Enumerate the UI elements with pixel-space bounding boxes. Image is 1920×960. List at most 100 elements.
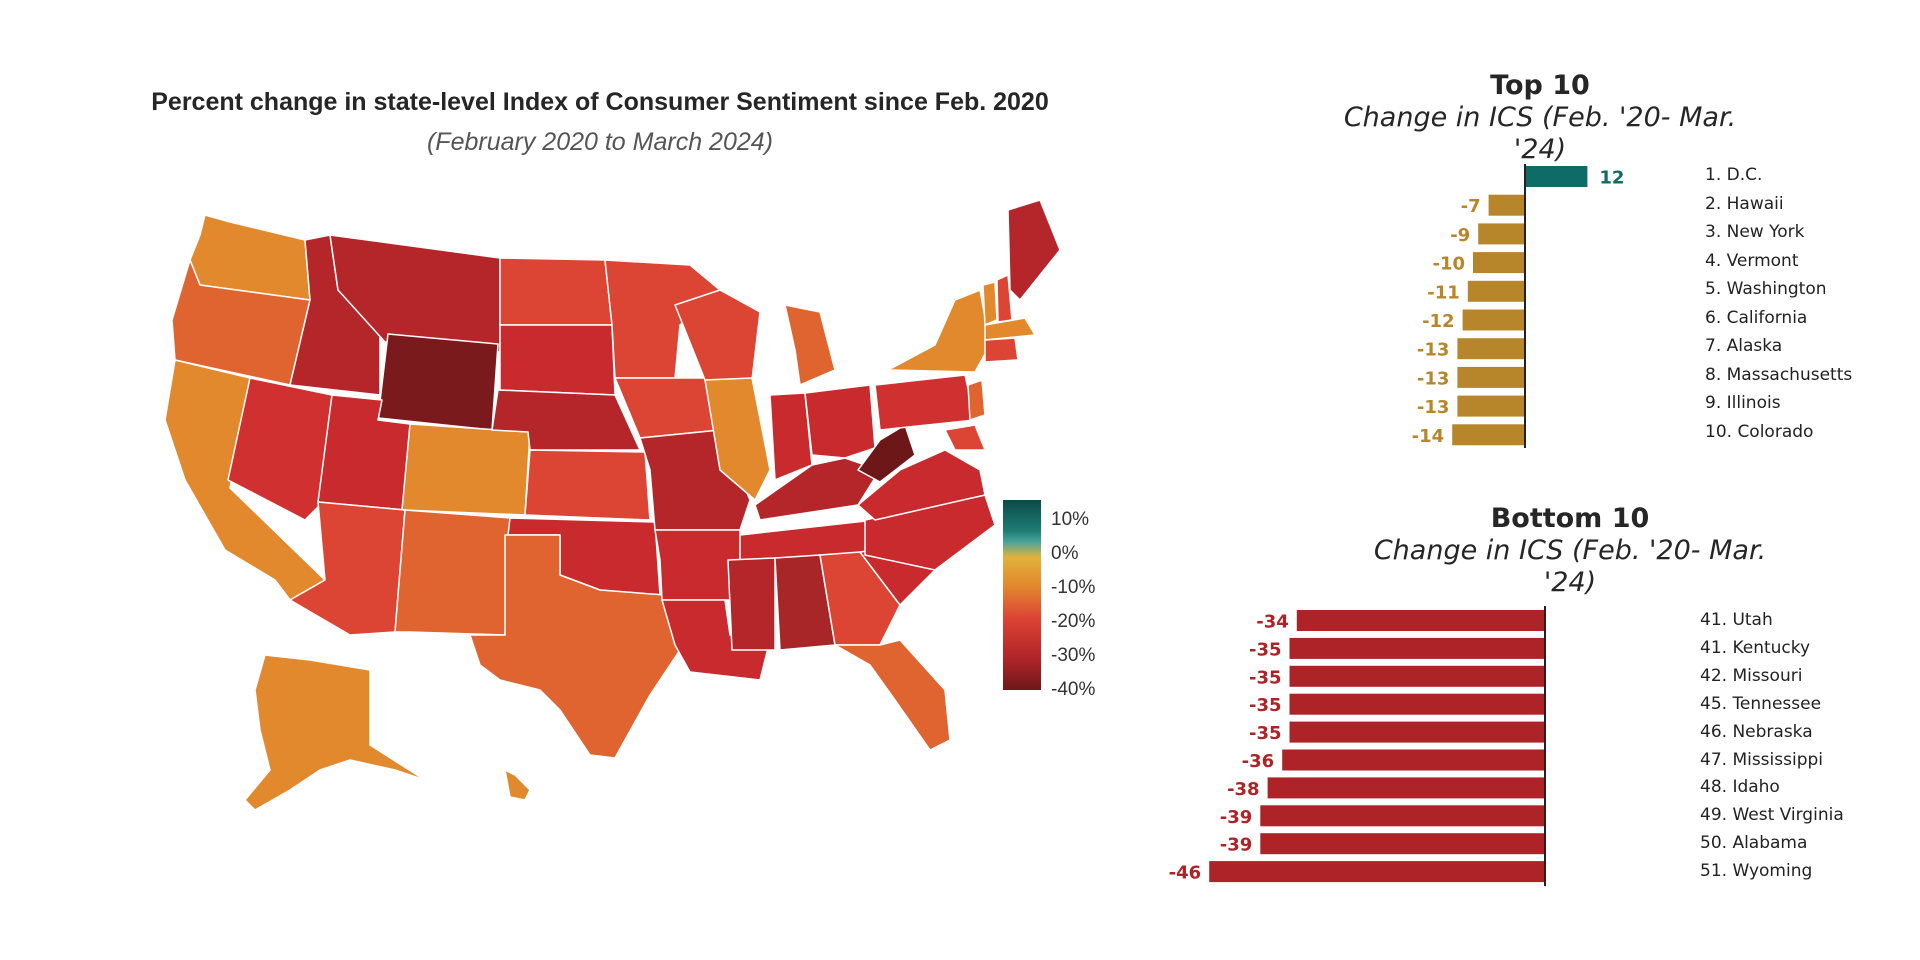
legend-label-0: 0%: [1051, 543, 1079, 564]
top10-bar: [1473, 252, 1525, 274]
legend-label-minus30: -30%: [1051, 645, 1096, 666]
state-indiana: [769, 392, 813, 481]
top10-title: Top 10: [1490, 70, 1590, 101]
map-subtitle: (February 2020 to March 2024): [426, 128, 773, 156]
top10-bar: [1467, 280, 1525, 302]
bottom10-subtitle: Change in ICS (Feb. '20- Mar. '24): [1373, 535, 1767, 598]
top10-rank-item: 8. Massachusetts: [1705, 364, 1853, 385]
state-vermont: [982, 281, 998, 326]
legend-label-minus40: -40%: [1051, 679, 1096, 700]
bottom10-value-label: -39: [1220, 807, 1253, 828]
bottom10-rank-item: 50. Alabama: [1700, 833, 1808, 854]
top10-subtitle: Change in ICS (Feb. '20- Mar. '24): [1343, 102, 1737, 165]
top10-rank-item: 1. D.C.: [1705, 165, 1763, 185]
top10-rank-item: 2. Hawaii: [1705, 193, 1784, 214]
top10-bar: [1525, 166, 1588, 187]
state-maryland: [944, 424, 986, 451]
top10-value-label: -10: [1432, 254, 1465, 275]
state-new-york: [887, 289, 991, 373]
top10-value-label: -14: [1412, 426, 1445, 447]
bottom10-bar: [1289, 665, 1545, 687]
map-panel: Percent change in state-level Index of C…: [151, 88, 1133, 811]
top10-value-label: -9: [1450, 225, 1470, 246]
top10-value-label: 12: [1599, 168, 1624, 189]
state-colorado: [401, 423, 531, 516]
bottom10-bar: [1289, 637, 1545, 659]
state-new-mexico: [394, 509, 511, 636]
bottom10-bar: [1209, 861, 1545, 883]
top10-bar: [1457, 338, 1525, 360]
top10-bar: [1462, 309, 1525, 331]
legend-label-minus20: -20%: [1051, 611, 1096, 632]
bottom10-bar: [1282, 749, 1545, 771]
bottom10-value-label: -39: [1220, 835, 1253, 856]
state-minnesota: [604, 259, 721, 379]
top10-value-label: -13: [1417, 368, 1450, 389]
bottom10-rank-item: 45. Tennessee: [1700, 693, 1822, 714]
bottom10-rank-item: 51. Wyoming: [1700, 861, 1813, 882]
top10-bar: [1457, 366, 1525, 388]
bottom10-rank-item: 41. Kentucky: [1700, 637, 1811, 658]
bottom10-rank-item: 47. Mississippi: [1700, 749, 1824, 770]
state-arkansas: [654, 529, 741, 601]
us-choropleth-map: [164, 199, 1061, 811]
bottom10-value-label: -38: [1227, 779, 1260, 800]
state-nevada: [227, 377, 333, 521]
top10-bar-chart: 12 -7 -9 -10 -11 -12 -13 -13 -13 -14: [1412, 164, 1624, 448]
state-texas: [469, 534, 681, 759]
top10-title-block: Top 10 Change in ICS (Feb. '20- Mar. '24…: [1330, 70, 1750, 166]
bottom10-title: Bottom 10: [1490, 503, 1650, 534]
bottom10-title-block: Bottom 10 Change in ICS (Feb. '20- Mar. …: [1360, 503, 1780, 599]
state-alaska: [244, 654, 426, 811]
bottom10-value-label: -35: [1249, 723, 1282, 744]
top10-bar: [1457, 395, 1525, 417]
bottom10-rank-item: 49. West Virginia: [1700, 805, 1844, 826]
bottom10-bar: [1267, 777, 1545, 799]
bottom10-bar: [1296, 610, 1545, 631]
bottom10-value-label: -35: [1249, 667, 1282, 688]
bottom10-rank-item: 48. Idaho: [1700, 777, 1780, 798]
state-kansas: [524, 449, 651, 521]
state-massachusetts: [984, 317, 1036, 341]
top10-rank-item: 4. Vermont: [1705, 250, 1799, 271]
top10-rank-item: 5. Washington: [1705, 279, 1827, 299]
top10-rank-item: 9. Illinois: [1705, 393, 1781, 413]
bottom10-value-label: -35: [1249, 639, 1282, 660]
top10-rank-item: 6. California: [1705, 307, 1808, 328]
state-wyoming: [377, 333, 499, 431]
top10-rank-item: 3. New York: [1705, 222, 1805, 242]
bottom10-value-label: -36: [1242, 751, 1275, 772]
map-title: Percent change in state-level Index of C…: [151, 88, 1049, 116]
bottom10-value-label: -34: [1256, 612, 1289, 633]
state-connecticut-ri: [984, 337, 1019, 363]
state-hawaii: [504, 769, 531, 801]
bottom10-bar: [1260, 805, 1545, 827]
bottom10-bar: [1260, 833, 1545, 855]
legend-label-10: 10%: [1051, 509, 1090, 530]
state-florida: [834, 639, 951, 751]
top10-value-label: -11: [1427, 282, 1460, 303]
top10-value-label: -13: [1417, 397, 1450, 418]
state-wisconsin: [674, 289, 761, 381]
legend-label-minus10: -10%: [1051, 577, 1096, 598]
bottom10-value-label: -35: [1249, 695, 1282, 716]
state-michigan: [784, 304, 836, 386]
state-georgia: [819, 551, 901, 646]
top10-bar: [1478, 223, 1525, 245]
state-louisiana: [661, 599, 771, 681]
bottom10-rank-item: 41. Utah: [1700, 610, 1773, 630]
bottom10-value-label: -46: [1169, 863, 1202, 884]
state-new-jersey: [967, 379, 986, 421]
bottom10-bar-chart: -34 -35 -35 -35 -35 -36 -38 -39 -39 -46: [1169, 606, 1546, 886]
state-maine: [1007, 199, 1061, 301]
state-mississippi: [727, 557, 776, 651]
state-ohio: [804, 384, 876, 459]
top10-rank-item: 10. Colorado: [1705, 421, 1814, 442]
map-legend: 10% 0% -10% -20% -30% -40%: [1003, 500, 1133, 700]
legend-color-bar: [1003, 500, 1041, 690]
top10-value-label: -12: [1422, 311, 1455, 332]
state-north-dakota: [499, 257, 613, 326]
top10-value-label: -13: [1417, 340, 1450, 361]
bottom10-bar: [1289, 721, 1545, 743]
bottom10-bar: [1289, 693, 1545, 715]
